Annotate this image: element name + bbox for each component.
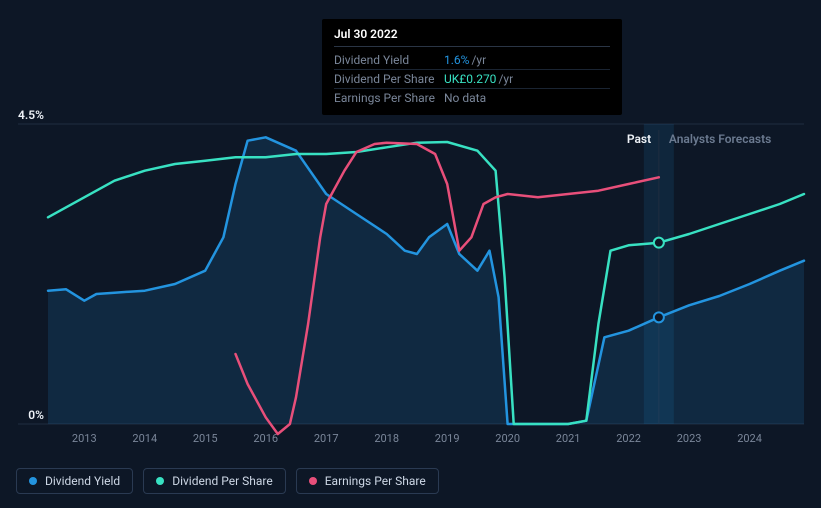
x-axis-label: 2019 xyxy=(435,432,460,445)
x-axis-label: 2013 xyxy=(72,432,97,445)
legend-item-label: Dividend Yield xyxy=(45,474,120,488)
x-axis-label: 2022 xyxy=(616,432,641,445)
series-marker-dividend_yield xyxy=(654,312,664,322)
chart-legend: Dividend Yield Dividend Per Share Earnings… xyxy=(16,468,439,494)
tooltip-row-unit: /yr xyxy=(498,72,513,86)
legend-dot-icon xyxy=(309,477,317,485)
legend-item-label: Dividend Per Share xyxy=(172,474,273,488)
section-label-past: Past xyxy=(627,132,651,146)
y-axis-label: 4.5% xyxy=(4,108,44,122)
legend-dot-icon xyxy=(156,477,164,485)
series-marker-dividend_per_share xyxy=(654,238,664,248)
x-axis-label: 2015 xyxy=(193,432,218,445)
x-axis-label: 2017 xyxy=(314,432,339,445)
tooltip-row-label: Dividend Per Share xyxy=(334,72,444,86)
tooltip-row: Dividend Per ShareUK£0.270 /yr xyxy=(334,70,610,89)
x-axis-label: 2016 xyxy=(253,432,278,445)
tooltip-row-nodata: No data xyxy=(444,91,486,105)
x-axis-label: 2020 xyxy=(495,432,520,445)
legend-item-dividend_yield[interactable]: Dividend Yield xyxy=(16,468,133,494)
x-axis-label: 2023 xyxy=(677,432,702,445)
tooltip-row-unit: /yr xyxy=(471,53,486,67)
tooltip-row-value: 1.6% xyxy=(444,53,469,67)
x-axis-label: 2018 xyxy=(374,432,399,445)
tooltip-row-label: Earnings Per Share xyxy=(334,91,444,105)
legend-item-label: Earnings Per Share xyxy=(325,474,426,488)
section-label-forecast: Analysts Forecasts xyxy=(669,132,771,146)
legend-item-dividend_per_share[interactable]: Dividend Per Share xyxy=(143,468,286,494)
series-fill-dividend_yield xyxy=(48,137,804,424)
y-axis-label: 0% xyxy=(4,408,44,422)
tooltip-row-label: Dividend Yield xyxy=(334,53,444,67)
tooltip-row-value: UK£0.270 xyxy=(444,72,496,86)
legend-dot-icon xyxy=(29,477,37,485)
chart-tooltip: Jul 30 2022 Dividend Yield1.6% /yrDivide… xyxy=(322,19,622,115)
tooltip-row: Earnings Per ShareNo data xyxy=(334,89,610,107)
x-axis-label: 2014 xyxy=(132,432,157,445)
tooltip-date: Jul 30 2022 xyxy=(334,27,610,47)
x-axis-label: 2024 xyxy=(737,432,762,445)
legend-item-earnings_per_share[interactable]: Earnings Per Share xyxy=(296,468,439,494)
tooltip-row: Dividend Yield1.6% /yr xyxy=(334,51,610,70)
x-axis-label: 2021 xyxy=(556,432,581,445)
